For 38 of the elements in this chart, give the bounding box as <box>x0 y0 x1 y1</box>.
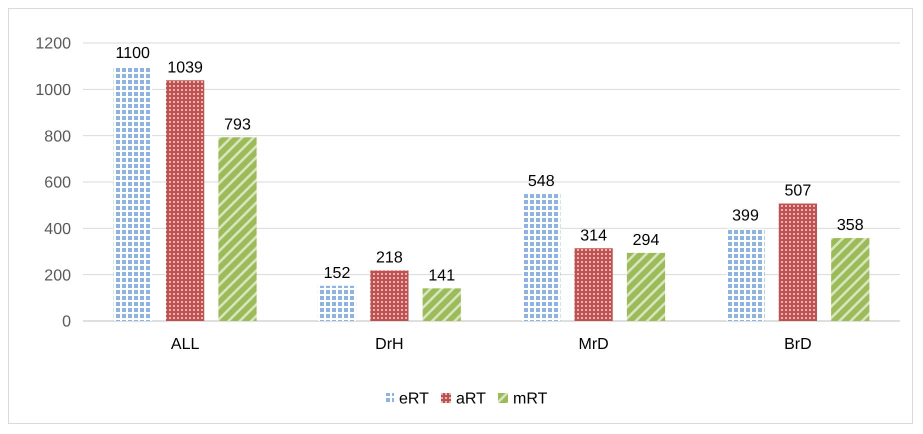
x-tick-label: DrH <box>375 336 404 353</box>
bar <box>318 286 356 321</box>
data-label: 793 <box>224 116 251 134</box>
legend-label: aRT <box>456 390 486 408</box>
data-label: 548 <box>528 173 555 190</box>
data-label: 141 <box>428 267 456 284</box>
data-label: 1039 <box>167 59 204 76</box>
y-tick-label: 1000 <box>35 82 72 99</box>
bar <box>831 238 870 321</box>
bar <box>422 288 461 321</box>
y-tick-label: 200 <box>44 267 72 284</box>
data-label: 1100 <box>116 45 150 62</box>
x-tick-label: BrD <box>784 336 812 353</box>
y-tick-label: 400 <box>44 220 72 238</box>
y-tick-label: 0 <box>62 314 72 331</box>
data-label: 507 <box>784 182 812 200</box>
bar <box>574 248 613 321</box>
bar <box>218 137 257 321</box>
bar <box>778 204 817 321</box>
data-label: 314 <box>580 227 608 244</box>
bar <box>166 80 204 321</box>
data-label: 152 <box>324 264 350 282</box>
y-tick-label: 1200 <box>35 36 72 53</box>
x-tick-label: MrD <box>578 336 609 353</box>
x-tick-label: ALL <box>170 336 200 353</box>
bar <box>626 252 666 321</box>
legend-label: mRT <box>513 390 548 408</box>
bar <box>726 228 765 321</box>
data-label: 358 <box>836 217 864 234</box>
data-label: 294 <box>632 232 660 249</box>
legend-label: eRT <box>399 390 430 408</box>
bar <box>522 194 560 321</box>
bar <box>370 270 408 321</box>
y-tick-label: 600 <box>44 174 72 192</box>
bar <box>114 66 152 321</box>
y-tick-label: 800 <box>44 128 72 146</box>
data-label: 399 <box>732 208 759 225</box>
data-label: 218 <box>376 249 403 266</box>
